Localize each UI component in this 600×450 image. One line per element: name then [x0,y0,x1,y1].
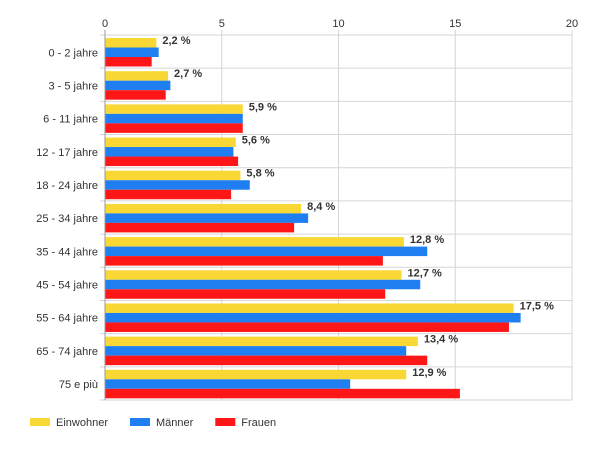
bar-frauen [105,189,232,200]
bar-m-nner [105,246,428,257]
y-category-label: 3 - 5 jahre [48,80,98,92]
data-label: 12,7 % [408,267,442,279]
y-category-label: 35 - 44 jahre [36,246,98,258]
x-tick-label: 20 [566,18,578,30]
bar-einwohner [105,303,514,313]
legend-swatch [129,418,150,426]
bar-m-nner [105,346,407,356]
legend-label: Einwohner [56,417,108,429]
data-label: 5,9 % [249,101,277,113]
y-category-label: 0 - 2 jahre [48,47,98,59]
data-label: 17,5 % [520,300,554,312]
bar-einwohner [105,38,157,48]
data-label: 13,4 % [424,334,458,346]
y-category-label: 6 - 11 jahre [43,114,98,126]
bar-einwohner [105,369,407,380]
bar-frauen [105,322,509,332]
bar-m-nner [105,312,521,323]
x-tick-label: 5 [219,18,225,30]
y-category-label: 18 - 24 jahre [36,180,98,192]
bar-frauen [105,90,166,100]
data-label: 2,7 % [174,68,202,80]
legend-swatch [30,418,50,426]
y-category-label: 55 - 64 jahre [36,313,98,325]
bar-einwohner [105,203,302,214]
bars [105,38,521,399]
x-tick-label: 10 [332,18,344,30]
data-label: 8,4 % [307,201,335,213]
y-category-label: 25 - 34 jahre [36,213,98,225]
bar-einwohner [105,237,404,247]
bar-frauen [105,355,428,366]
x-tick-label: 0 [102,18,108,30]
bar-einwohner [105,170,241,181]
y-category-label: 45 - 54 jahre [36,280,98,292]
bar-frauen [105,123,243,133]
y-category-label: 12 - 17 jahre [36,147,98,159]
data-label: 5,8 % [246,168,274,180]
data-label: 12,9 % [412,367,446,379]
bar-frauen [105,256,383,266]
bar-frauen [105,156,239,167]
bar-einwohner [105,71,169,81]
legend-swatch [215,418,236,426]
bar-m-nner [105,80,171,91]
bar-einwohner [105,137,236,148]
data-label: 2,2 % [162,35,190,47]
data-label: 12,8 % [410,234,444,246]
bar-m-nner [105,379,351,389]
legend-label: Männer [156,417,194,429]
legend: Einwohner Männer Frauen [30,417,276,429]
grid-lines [100,30,573,401]
bar-einwohner [105,336,418,347]
bar-einwohner [105,270,402,280]
bar-m-nner [105,279,421,290]
bar-m-nner [105,147,234,157]
bar-frauen [105,57,152,67]
bar-einwohner [105,104,243,114]
bar-m-nner [105,213,309,223]
bar-m-nner [105,180,250,190]
y-category-label: 65 - 74 jahre [36,346,98,358]
data-label: 5,6 % [242,135,270,147]
labels: 0 5 10 15 20 0 - 2 jahre 2,2 % 3 - 5 jahre 2,7 %… [36,18,578,391]
legend-label: Frauen [241,417,276,429]
bar-frauen [105,388,460,399]
bar-frauen [105,289,386,299]
bar-m-nner [105,47,159,57]
bar-frauen [105,222,295,233]
bar-m-nner [105,113,243,124]
y-category-label: 75 e più [59,379,98,391]
x-tick-label: 15 [449,18,461,30]
